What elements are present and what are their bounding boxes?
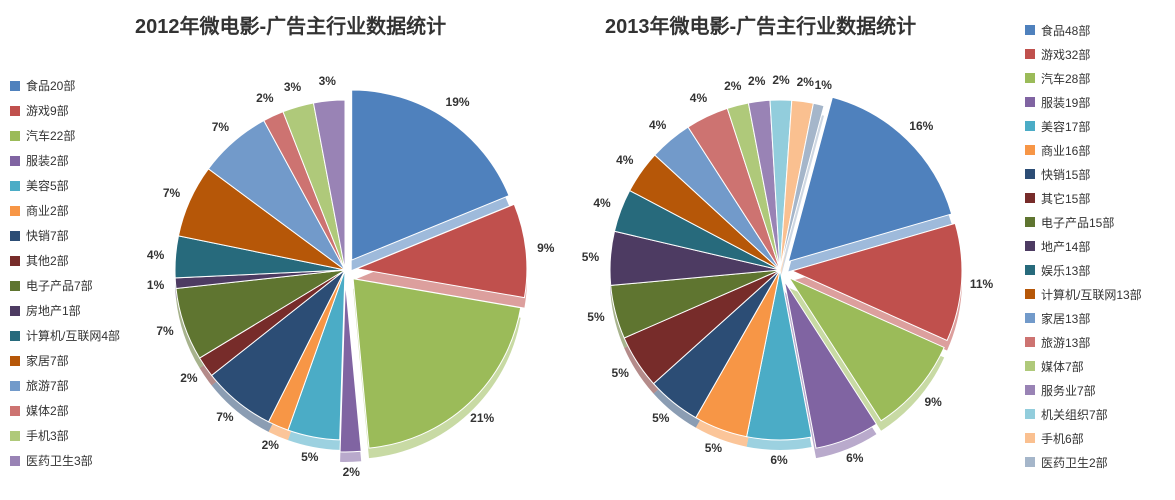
legend-label: 家居13部 [1041, 310, 1090, 327]
legend-item: 其它15部 [1025, 188, 1142, 208]
legend-item: 美容17部 [1025, 116, 1142, 136]
legend-label: 医药卫生2部 [1041, 454, 1108, 471]
legend-item: 娱乐13部 [1025, 260, 1142, 280]
legend-label: 服务业7部 [1041, 382, 1096, 399]
legend-label: 旅游13部 [1041, 334, 1090, 351]
slice-label: 2% [748, 74, 765, 88]
legend-swatch [1025, 193, 1035, 203]
legend-swatch [1025, 313, 1035, 323]
legend-label: 食品48部 [1041, 22, 1090, 39]
legend-label: 商业16部 [1041, 142, 1090, 159]
legend-right: 食品48部游戏32部汽车28部服装19部美容17部商业16部快销15部其它15部… [1025, 20, 1142, 476]
slice-label: 5% [587, 310, 604, 324]
slice-label: 4% [593, 196, 610, 210]
legend-label: 娱乐13部 [1041, 262, 1090, 279]
legend-swatch [1025, 25, 1035, 35]
legend-item: 食品48部 [1025, 20, 1142, 40]
legend-swatch [1025, 217, 1035, 227]
legend-swatch [1025, 289, 1035, 299]
legend-label: 其它15部 [1041, 190, 1090, 207]
legend-label: 电子产品15部 [1041, 214, 1114, 231]
legend-label: 服装19部 [1041, 94, 1090, 111]
legend-swatch [1025, 145, 1035, 155]
legend-item: 机关组织7部 [1025, 404, 1142, 424]
slice-label: 2% [724, 79, 741, 93]
slice-label: 5% [612, 366, 629, 380]
legend-item: 媒体7部 [1025, 356, 1142, 376]
legend-swatch [1025, 361, 1035, 371]
legend-swatch [1025, 337, 1035, 347]
slice-label: 2% [772, 73, 789, 87]
legend-item: 电子产品15部 [1025, 212, 1142, 232]
legend-item: 计算机/互联网13部 [1025, 284, 1142, 304]
legend-swatch [1025, 73, 1035, 83]
slice-label: 6% [846, 451, 863, 465]
slice-label: 9% [924, 395, 941, 409]
legend-swatch [1025, 265, 1035, 275]
slice-label: 2% [797, 75, 814, 89]
legend-swatch [1025, 409, 1035, 419]
slice-label: 4% [649, 118, 666, 132]
legend-item: 汽车28部 [1025, 68, 1142, 88]
legend-swatch [1025, 433, 1035, 443]
canvas: 2012年微电影-广告主行业数据统计 19%9%21%2%5%2%7%2%7%1… [0, 0, 1175, 500]
legend-swatch [1025, 49, 1035, 59]
legend-label: 游戏32部 [1041, 46, 1090, 63]
legend-label: 汽车28部 [1041, 70, 1090, 87]
legend-swatch [1025, 457, 1035, 467]
legend-swatch [1025, 97, 1035, 107]
slice-label: 6% [770, 453, 787, 467]
legend-item: 手机6部 [1025, 428, 1142, 448]
legend-item: 游戏32部 [1025, 44, 1142, 64]
legend-swatch [1025, 241, 1035, 251]
legend-item: 家居13部 [1025, 308, 1142, 328]
slice-label: 4% [616, 153, 633, 167]
legend-item: 服务业7部 [1025, 380, 1142, 400]
legend-label: 机关组织7部 [1041, 406, 1108, 423]
slice-label: 16% [909, 119, 933, 133]
legend-item: 医药卫生2部 [1025, 452, 1142, 472]
legend-item: 旅游13部 [1025, 332, 1142, 352]
slice-label: 5% [652, 411, 669, 425]
legend-swatch [1025, 121, 1035, 131]
slice-label: 4% [690, 91, 707, 105]
slice-label: 1% [815, 78, 832, 92]
legend-label: 媒体7部 [1041, 358, 1084, 375]
slice-label: 11% [970, 277, 993, 291]
slice-label: 5% [705, 441, 722, 455]
legend-item: 服装19部 [1025, 92, 1142, 112]
legend-swatch [1025, 169, 1035, 179]
legend-label: 快销15部 [1041, 166, 1090, 183]
legend-label: 手机6部 [1041, 430, 1084, 447]
legend-label: 地产14部 [1041, 238, 1090, 255]
slice-label: 5% [582, 250, 599, 264]
legend-item: 商业16部 [1025, 140, 1142, 160]
legend-label: 美容17部 [1041, 118, 1090, 135]
legend-swatch [1025, 385, 1035, 395]
legend-label: 计算机/互联网13部 [1041, 286, 1142, 303]
legend-item: 地产14部 [1025, 236, 1142, 256]
legend-item: 快销15部 [1025, 164, 1142, 184]
